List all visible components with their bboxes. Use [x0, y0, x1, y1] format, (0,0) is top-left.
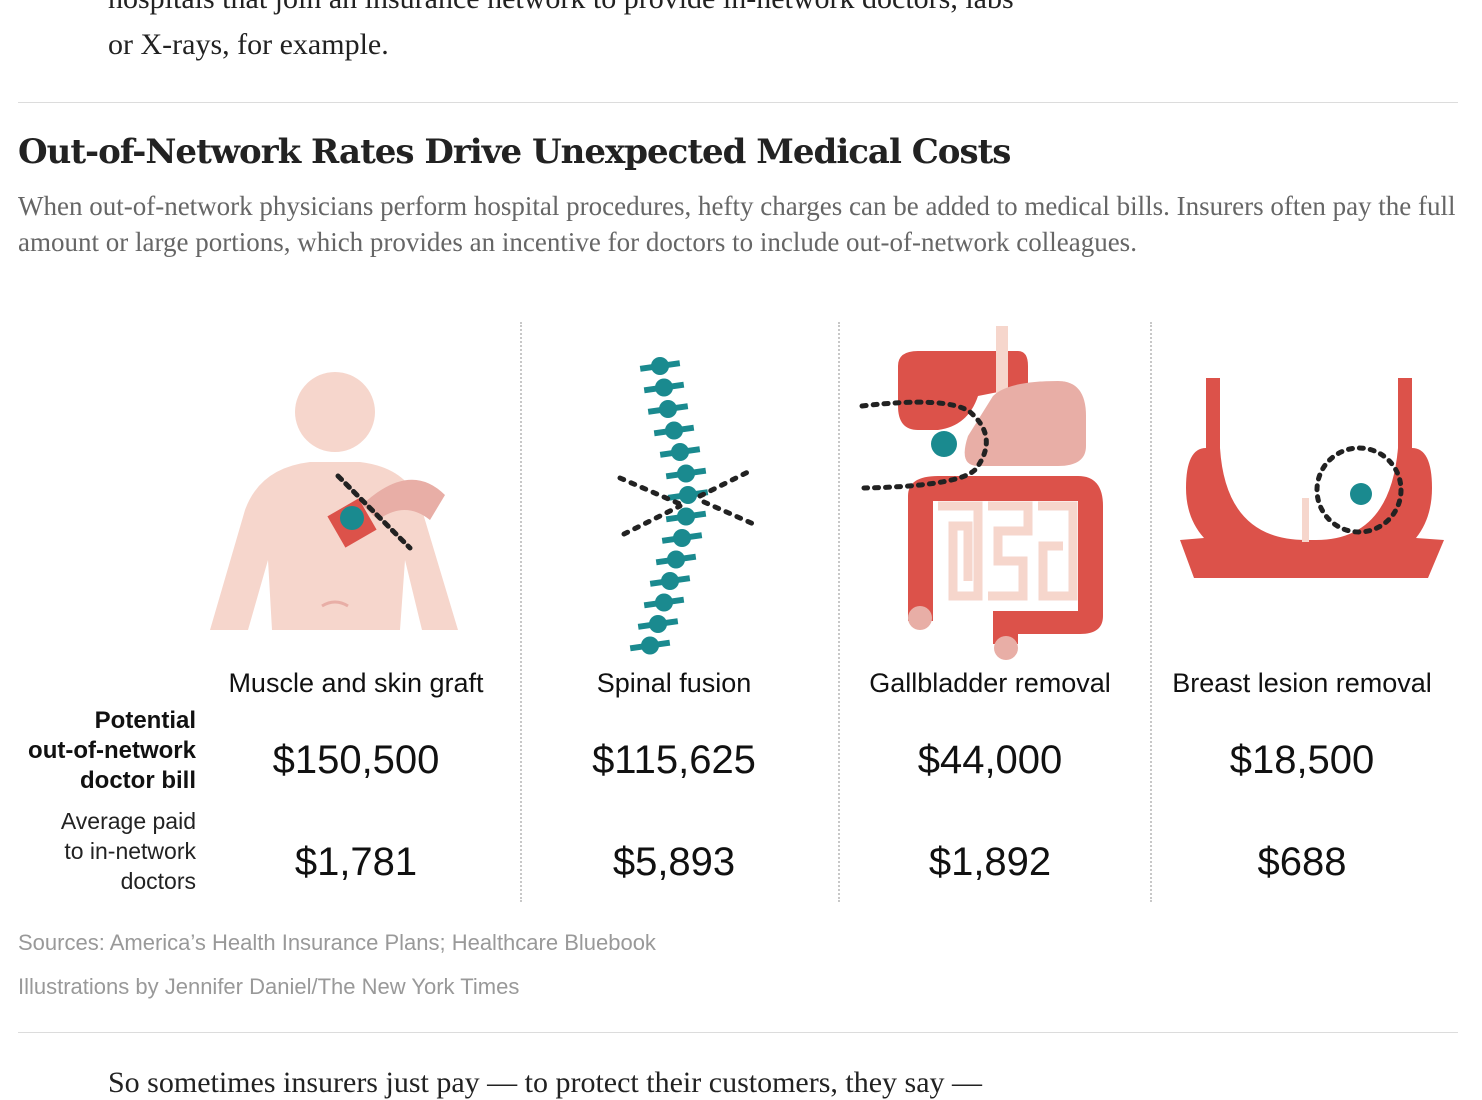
- digestive-system-icon: [859, 326, 1103, 660]
- in-network-average: $1,781: [294, 840, 418, 884]
- out-of-network-bill: $44,000: [917, 738, 1063, 782]
- vertebra: [651, 357, 669, 375]
- torso-graft-icon: [210, 372, 458, 630]
- out-of-network-bill: $18,500: [1229, 738, 1375, 782]
- sources-credit: Sources: America’s Health Insurance Plan…: [18, 930, 656, 955]
- breast-lesion-icon: [1180, 378, 1444, 578]
- vertebra: [673, 529, 691, 547]
- in-network-average: $688: [1257, 840, 1347, 884]
- bottom-divider: [18, 1032, 1458, 1033]
- spine-icon: [617, 357, 761, 655]
- procedure-name: Muscle and skin graft: [228, 668, 484, 698]
- vertebra: [659, 400, 677, 418]
- column-divider: [838, 322, 840, 902]
- vertebra: [655, 378, 673, 397]
- procedure-name: Gallbladder removal: [869, 668, 1111, 698]
- article-paragraph-line: or X-rays, for example.: [108, 28, 389, 61]
- vertebra: [661, 572, 679, 590]
- vertebra: [677, 507, 695, 526]
- vertebra: [649, 615, 667, 633]
- row-label-in-network: Average paid to in-network doctors: [60, 808, 196, 894]
- vertebra: [671, 443, 689, 461]
- article-paragraph-line: hospitals that join an insurance network…: [108, 0, 1014, 16]
- procedure-name: Breast lesion removal: [1172, 668, 1432, 698]
- in-network-average: $1,892: [928, 840, 1052, 884]
- top-divider: [18, 102, 1458, 103]
- graphic-headline: Out-of-Network Rates Drive Unexpected Me…: [18, 132, 1011, 172]
- row-label-out-of-network: Potential out-of-network doctor bill: [28, 707, 196, 794]
- article-paragraph-line: So sometimes insurers just pay — to prot…: [108, 1066, 983, 1099]
- in-network-average: $5,893: [612, 840, 736, 884]
- vertebra: [641, 636, 659, 655]
- vertebra: [667, 550, 685, 569]
- out-of-network-bill: $115,625: [592, 738, 756, 782]
- vertebra: [679, 486, 697, 504]
- out-of-network-bill: $150,500: [272, 738, 440, 782]
- procedure-name: Spinal fusion: [596, 668, 752, 698]
- vertebra: [665, 421, 683, 440]
- vertebra: [677, 464, 695, 483]
- column-divider: [520, 322, 522, 902]
- column-divider: [1150, 322, 1152, 902]
- vertebra: [655, 593, 673, 612]
- graphic-summary: When out-of-network physicians perform h…: [18, 191, 1456, 257]
- illustrations-credit: Illustrations by Jennifer Daniel/The New…: [18, 974, 520, 999]
